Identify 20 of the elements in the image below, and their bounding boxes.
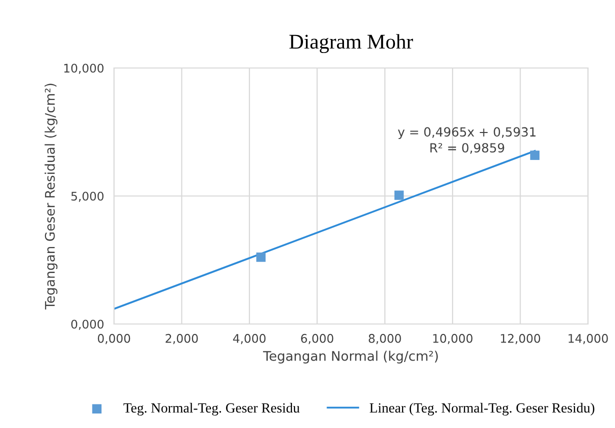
x-axis-title: Tegangan Normal (kg/cm²) [263,350,438,364]
x-tick-label: 6,000 [301,334,334,344]
x-tick-label: 0,000 [98,334,130,344]
x-tick-label: 4,000 [233,334,266,344]
y-tick-label: 0,000 [71,320,104,330]
x-tick-label: 8,000 [368,334,401,344]
point [394,190,404,200]
y-tick-label: 10,000 [64,64,104,74]
chart-title: Diagram Mohr [289,34,414,54]
x-tick-label: 10,000 [433,334,472,344]
y-tick-label: 5,000 [71,192,104,202]
annotation: y = 0,4965x + 0,5931 R² = 0,9859 [398,127,536,154]
x-tick-label: 12,000 [500,334,540,344]
point [530,150,540,160]
x-tick-label: 14,000 [568,334,608,344]
y-axis-title: Tegangan Geser Residual (kg/cm²) [44,84,58,310]
x-tick-label: 2,000 [166,334,198,344]
point [256,252,266,262]
legend-label: Teg. Normal-Teg. Geser Residu [124,402,300,416]
legend-label: Linear (Teg. Normal-Teg. Geser Residu) [370,402,594,416]
